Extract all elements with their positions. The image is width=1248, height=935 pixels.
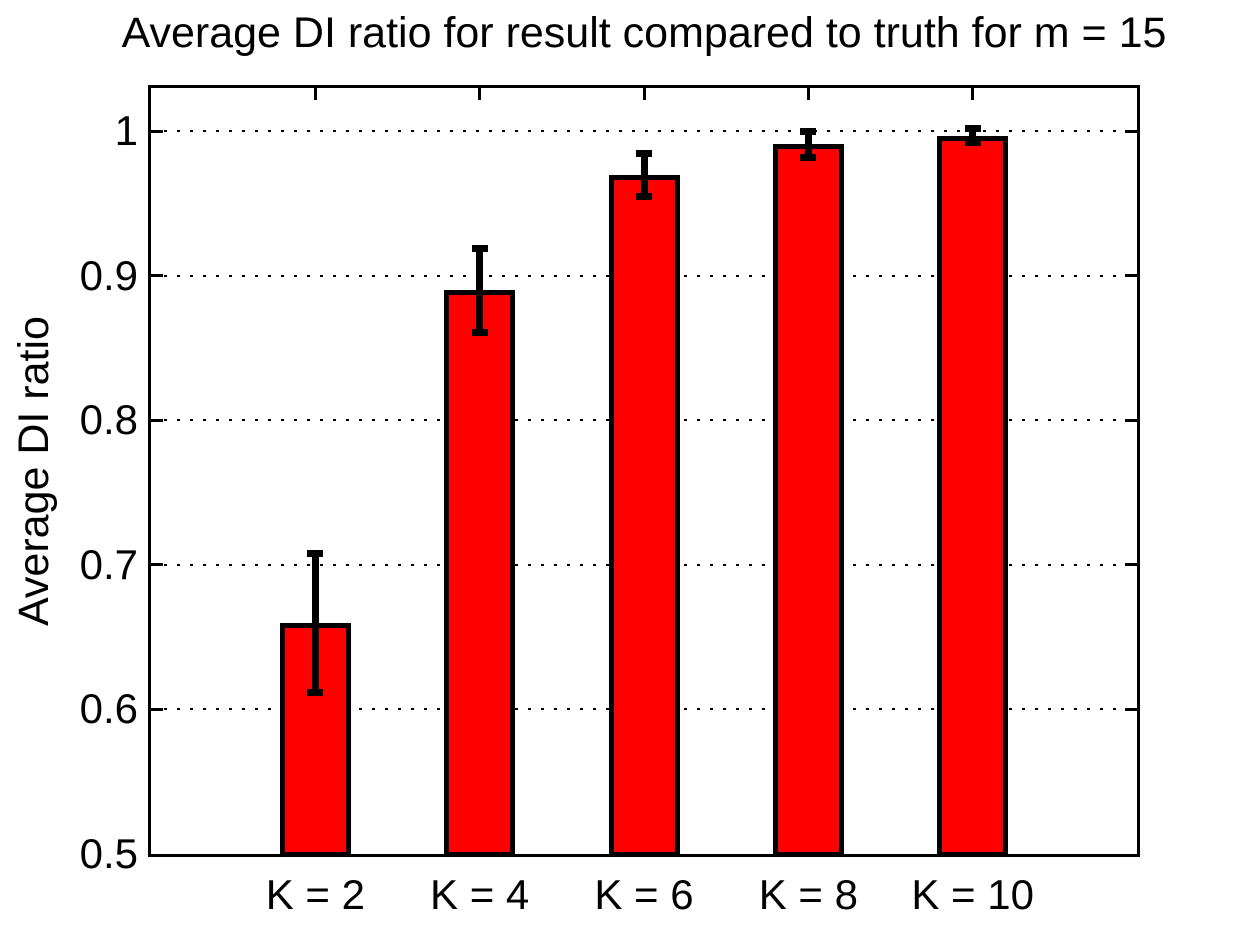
x-axis-tick (971, 88, 975, 100)
plot-area (148, 85, 1140, 857)
y-axis-tick (1125, 707, 1137, 711)
bar (444, 290, 516, 857)
x-tick-label: K = 4 (430, 871, 530, 918)
y-axis-tick (1125, 563, 1137, 567)
error-bar-cap (800, 153, 817, 161)
error-bar-cap (800, 127, 817, 135)
x-axis-tick (642, 88, 646, 100)
y-tick-label: 0.5 (79, 830, 138, 877)
y-tick-label: 0.9 (79, 251, 138, 299)
error-bar-cap (307, 688, 324, 696)
error-bar-cap (636, 149, 652, 157)
x-axis-tick (806, 88, 810, 100)
y-axis-tick (151, 129, 163, 133)
error-bar-cap (964, 139, 981, 147)
error-bar (311, 553, 319, 693)
error-bar-cap (471, 244, 488, 252)
y-tick-label: 1 (114, 107, 138, 155)
bar (772, 144, 844, 857)
error-bar-cap (307, 549, 324, 557)
error-bar (476, 248, 484, 333)
x-tick-label: K = 10 (911, 871, 1034, 918)
y-axis-tick (151, 563, 163, 567)
y-tick-label: 0.6 (79, 685, 138, 733)
bar (937, 135, 1009, 857)
error-bar (804, 131, 812, 158)
error-bar-cap (471, 328, 488, 336)
y-axis-tick (151, 707, 163, 711)
bar (608, 174, 680, 857)
x-axis-tick (478, 88, 482, 100)
y-axis-tick (151, 274, 163, 278)
y-axis-tick (151, 418, 163, 422)
x-tick-label: K = 8 (758, 871, 858, 918)
error-bar-cap (636, 192, 652, 200)
error-bar (969, 128, 977, 143)
gridline (151, 130, 1137, 133)
y-axis-tick (1125, 274, 1137, 278)
x-tick-label: K = 2 (265, 871, 365, 918)
error-bar-cap (964, 124, 981, 132)
y-axis-tick (1125, 129, 1137, 133)
y-tick-label: 0.7 (79, 540, 138, 588)
x-axis-tick (313, 88, 317, 100)
y-tick-label: 0.8 (79, 396, 138, 444)
error-bar (640, 153, 648, 197)
chart-title: Average DI ratio for result compared to … (121, 9, 1167, 57)
y-axis-tick (1125, 418, 1137, 422)
x-tick-label: K = 6 (594, 871, 694, 918)
